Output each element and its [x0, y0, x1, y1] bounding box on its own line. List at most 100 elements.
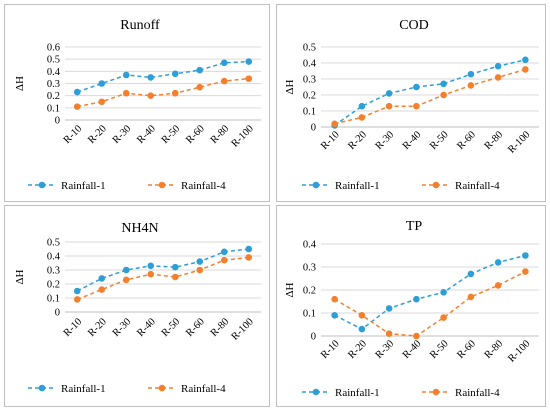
legend-marker-rainfall-1 [38, 181, 46, 189]
data-point-rainfall-1 [245, 245, 253, 253]
data-point-rainfall-1 [494, 62, 502, 70]
cod-chart-panel: COD ΔH 0 0.1 0.2 0.3 0.4 0.5 R-10 R-20 R-30 R-40 R-5… [276, 4, 546, 202]
data-point-rainfall-4 [147, 270, 155, 278]
data-point-rainfall-1 [171, 263, 179, 271]
x-tick-label: R-40 [135, 316, 158, 339]
data-point-rainfall-4 [196, 266, 204, 274]
legend-label-rainfall-4: Rainfall-4 [455, 180, 500, 192]
data-point-rainfall-1 [358, 102, 366, 110]
series-line-rainfall-4 [334, 68, 526, 125]
y-tick-label: 0.3 [303, 263, 316, 274]
data-point-rainfall-4 [331, 295, 338, 303]
x-tick-label: R-100 [230, 316, 256, 342]
data-point-rainfall-4 [331, 120, 338, 128]
y-tick-label: 0.1 [47, 294, 60, 305]
y-axis-label: ΔH [284, 282, 296, 297]
x-tick-label: R-60 [455, 129, 478, 152]
legend-marker-rainfall-1 [312, 181, 320, 189]
data-point-rainfall-1 [494, 259, 502, 266]
data-point-rainfall-1 [467, 270, 475, 278]
legend-marker-rainfall-1 [38, 384, 46, 392]
y-tick-label: 0.3 [303, 75, 316, 86]
data-point-rainfall-4 [73, 296, 81, 303]
data-point-rainfall-1 [147, 262, 155, 270]
y-tick-label: 0.4 [303, 240, 317, 251]
x-tick-label: R-80 [209, 316, 232, 339]
data-point-rainfall-4 [245, 254, 253, 261]
data-point-rainfall-1 [467, 70, 475, 78]
x-tick-label: R-60 [455, 338, 478, 361]
x-tick-label: R-20 [86, 316, 109, 339]
chart-title: TP [406, 219, 423, 234]
data-point-rainfall-1 [220, 248, 228, 256]
y-tick-label: 0 [55, 308, 60, 319]
data-point-rainfall-1 [385, 305, 393, 312]
tp-chart-svg: TP ΔH 0 0.1 0.2 0.3 0.4 R-10 R-20 R-30 R-40 R-50 R-6… [284, 219, 539, 399]
data-point-rainfall-4 [73, 103, 81, 110]
x-tick-label: R-10 [62, 123, 85, 146]
data-point-rainfall-1 [122, 71, 130, 79]
y-tick-label: 0.3 [47, 79, 60, 90]
y-tick-label: 0.4 [303, 59, 317, 70]
data-point-rainfall-1 [440, 80, 447, 88]
y-tick-label: 0.3 [47, 266, 60, 277]
series-line-rainfall-1 [334, 59, 526, 127]
data-point-rainfall-4 [358, 312, 366, 319]
x-tick-label: R-80 [483, 129, 506, 152]
data-point-rainfall-4 [385, 102, 393, 110]
y-tick-label: 0.6 [47, 43, 60, 54]
y-tick-label: 0.2 [303, 286, 316, 297]
legend-label-rainfall-4: Rainfall-4 [455, 387, 500, 399]
x-tick-label: R-50 [160, 123, 183, 146]
legend-marker-rainfall-4 [432, 388, 440, 396]
data-point-rainfall-4 [522, 66, 529, 73]
data-point-rainfall-1 [522, 56, 529, 64]
data-point-rainfall-1 [220, 59, 228, 67]
y-tick-label: 0.1 [47, 103, 60, 114]
data-point-rainfall-4 [440, 91, 447, 99]
y-tick-label: 0.5 [47, 238, 60, 249]
y-tick-label: 0 [55, 116, 60, 127]
y-tick-label: 0.5 [47, 55, 60, 66]
data-point-rainfall-4 [98, 98, 106, 106]
data-point-rainfall-1 [73, 88, 81, 96]
y-tick-label: 0 [311, 332, 316, 343]
nh4n-chart-panel: NH4N ΔH 0 0.1 0.2 0.3 0.4 0.5 R-10 R-20 R-30 R-40 R-… [4, 205, 270, 407]
data-point-rainfall-4 [358, 114, 366, 121]
x-tick-label: R-20 [346, 129, 369, 152]
data-point-rainfall-4 [147, 92, 155, 99]
data-point-rainfall-4 [494, 74, 502, 81]
legend-marker-rainfall-4 [158, 384, 166, 392]
data-point-rainfall-4 [467, 293, 475, 301]
x-tick-label: R-30 [111, 316, 134, 339]
x-tick-label: R-30 [111, 123, 134, 146]
legend-label-rainfall-4: Rainfall-4 [181, 383, 226, 395]
x-tick-label: R-10 [62, 316, 85, 339]
y-tick-label: 0.2 [303, 91, 316, 102]
x-tick-label: R-30 [374, 129, 397, 152]
x-tick-label: R-40 [401, 338, 424, 361]
x-tick-label: R-80 [483, 338, 506, 361]
data-point-rainfall-1 [98, 275, 106, 282]
data-point-rainfall-4 [467, 82, 475, 89]
chart-title: Runoff [120, 18, 160, 33]
x-tick-label: R-60 [184, 316, 207, 339]
cod-chart-svg: COD ΔH 0 0.1 0.2 0.3 0.4 0.5 R-10 R-20 R-30 R-40 R-5… [284, 18, 539, 192]
data-point-rainfall-1 [196, 66, 204, 74]
x-tick-label: R-10 [319, 129, 342, 152]
legend-marker-rainfall-4 [432, 181, 440, 189]
x-tick-label: R-100 [506, 338, 532, 364]
tp-chart-panel: TP ΔH 0 0.1 0.2 0.3 0.4 R-10 R-20 R-30 R-40 R-50 R-6… [276, 205, 546, 407]
chart-title: NH4N [121, 221, 158, 236]
series-line-rainfall-4 [334, 270, 526, 337]
y-tick-label: 0.2 [47, 280, 60, 291]
data-point-rainfall-4 [171, 273, 179, 281]
data-point-rainfall-4 [522, 268, 529, 275]
series-line-rainfall-4 [77, 256, 249, 301]
x-tick-label: R-100 [506, 129, 532, 155]
data-point-rainfall-4 [245, 75, 253, 82]
data-point-rainfall-4 [494, 282, 502, 289]
y-tick-label: 0.4 [47, 67, 61, 78]
data-point-rainfall-4 [122, 89, 130, 97]
